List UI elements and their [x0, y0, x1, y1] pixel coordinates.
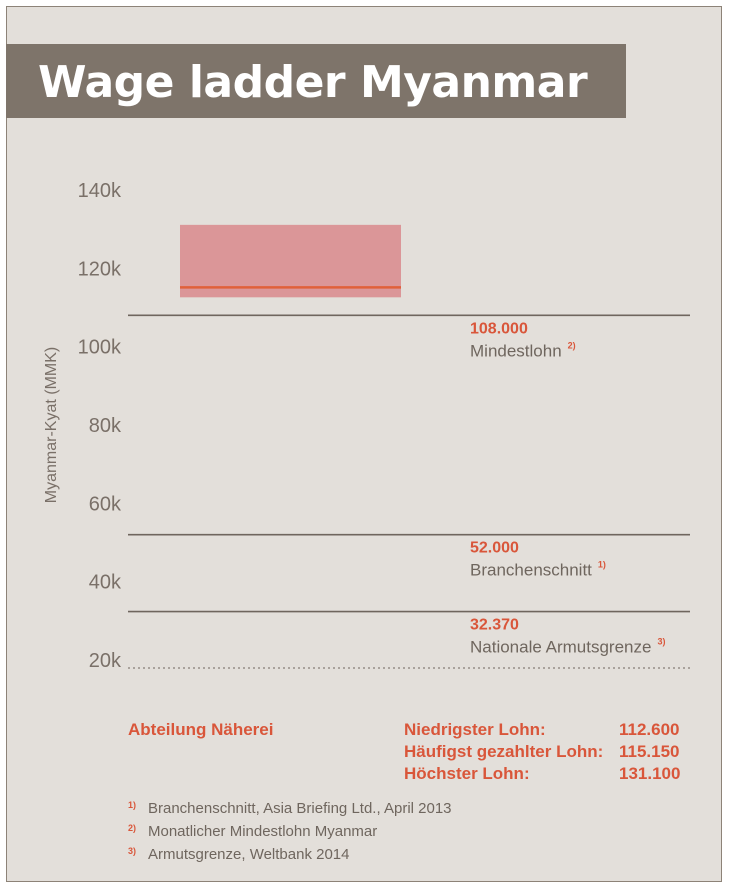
page-title: Wage ladder Myanmar [38, 57, 588, 108]
reference-label: Nationale Armutsgrenze [470, 638, 651, 657]
infographic-frame [6, 6, 722, 882]
reference-value-label: 52.000 [470, 540, 519, 557]
wage-range-box [180, 224, 401, 298]
y-tick-label: 120k [78, 258, 122, 280]
y-tick-label: 60k [89, 493, 122, 515]
footnote-mark: 1) [128, 800, 137, 810]
footnote-text: Monatlicher Mindestlohn Myanmar [148, 823, 378, 840]
stat-row-lowest: Niedrigster Lohn: 112.600 [404, 720, 694, 742]
reference-footnote-mark: 3) [657, 637, 665, 647]
stat-row-most-common: Häufigst gezahlter Lohn: 115.150 [404, 742, 694, 764]
y-tick-label: 40k [89, 572, 122, 594]
stat-value: 112.600 [619, 720, 680, 739]
footnote-text: Armutsgrenze, Weltbank 2014 [148, 846, 350, 863]
reference-value-label: 32.370 [470, 617, 519, 634]
y-tick-label: 100k [78, 337, 122, 359]
stat-label: Häufigst gezahlter Lohn: [404, 742, 604, 761]
y-tick-label: 140k [78, 180, 122, 202]
reference-footnote-mark: 2) [568, 340, 576, 350]
footnote-mark: 3) [128, 846, 137, 856]
y-tick-label: 20k [89, 650, 122, 672]
title-bar [6, 44, 626, 118]
stat-label: Höchster Lohn: [404, 764, 530, 783]
y-tick-label: 80k [89, 415, 122, 437]
stat-value: 115.150 [619, 742, 680, 761]
stat-value: 131.100 [619, 764, 681, 783]
wage-stats: Niedrigster Lohn: 112.600 Häufigst gezah… [404, 720, 694, 786]
stat-row-highest: Höchster Lohn: 131.100 [404, 764, 694, 786]
reference-label: Branchenschnitt [470, 561, 592, 580]
footnote-text: Branchenschnitt, Asia Briefing Ltd., Apr… [148, 800, 452, 817]
reference-footnote-mark: 1) [598, 560, 606, 570]
y-axis-label: Myanmar-Kyat (MMK) [43, 347, 60, 503]
reference-value-label: 108.000 [470, 320, 528, 337]
department-label: Abteilung Näherei [128, 720, 274, 739]
footnote-mark: 2) [128, 823, 137, 833]
stat-label: Niedrigster Lohn: [404, 720, 546, 739]
reference-label: Mindestlohn [470, 341, 562, 360]
